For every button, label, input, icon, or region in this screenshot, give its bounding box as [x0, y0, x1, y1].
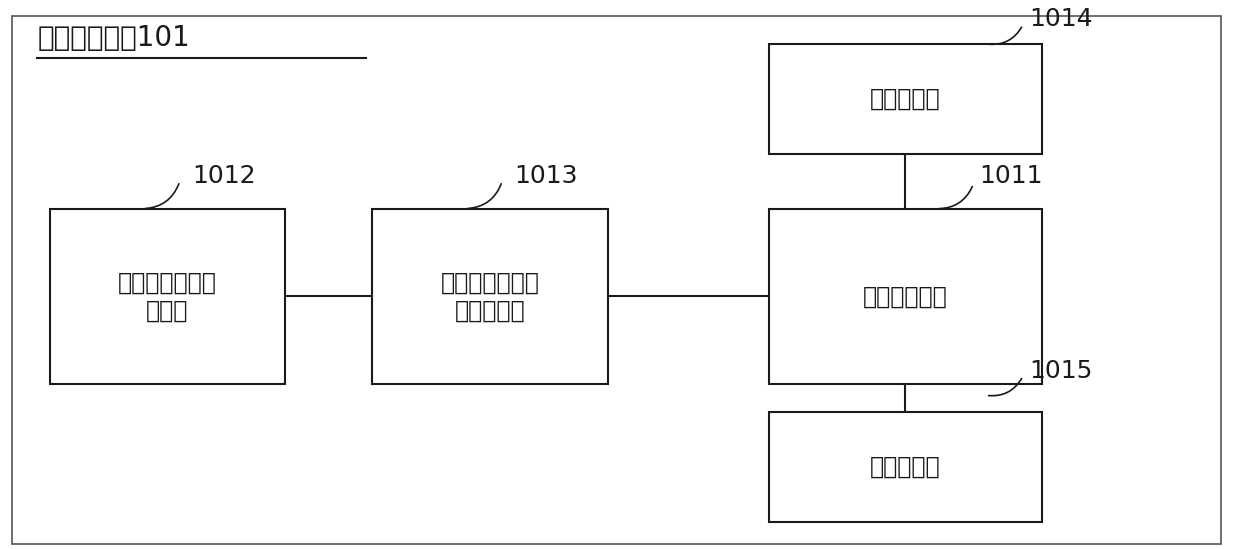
Text: 位置计算单元: 位置计算单元: [863, 284, 947, 309]
Text: 1013: 1013: [515, 164, 578, 188]
Text: 转速传感器: 转速传感器: [870, 87, 940, 111]
Text: 1015: 1015: [1029, 358, 1092, 383]
Bar: [769, 44, 1042, 154]
Text: 每个梯级上的电
子标识: 每个梯级上的电 子标识: [118, 271, 217, 322]
Text: 1012: 1012: [192, 164, 255, 188]
Text: 1011: 1011: [980, 164, 1043, 188]
Bar: [769, 412, 1042, 522]
Text: 压力传感器: 压力传感器: [870, 455, 940, 479]
Text: 位置获取装置101: 位置获取装置101: [37, 24, 190, 53]
Bar: [372, 209, 608, 384]
Text: 梯级的电子标识
的读取单元: 梯级的电子标识 的读取单元: [440, 271, 539, 322]
Bar: [50, 209, 285, 384]
Text: 1014: 1014: [1029, 7, 1092, 31]
Bar: [769, 209, 1042, 384]
